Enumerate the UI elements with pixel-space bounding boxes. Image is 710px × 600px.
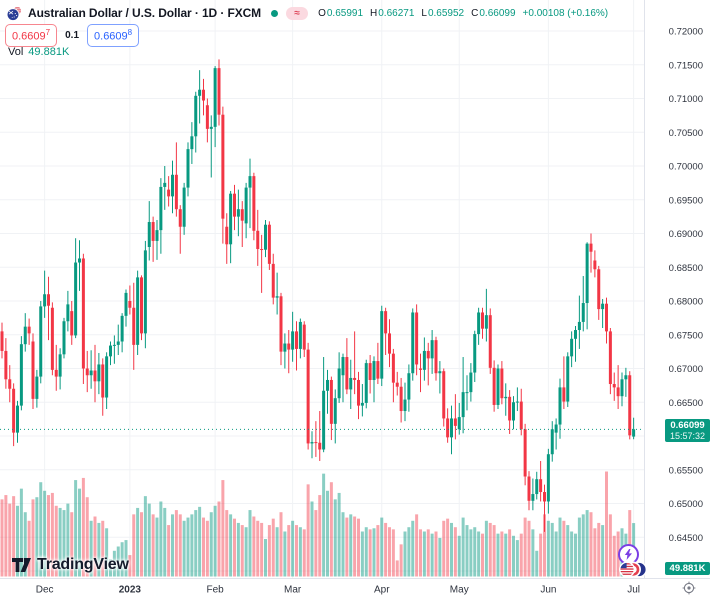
- volume-legend: Vol 49.881K: [8, 46, 69, 58]
- last-price-value: 0.66099: [670, 420, 705, 432]
- svg-text:Mar: Mar: [284, 585, 302, 596]
- svg-text:0.67500: 0.67500: [669, 330, 703, 341]
- open-value: 0.65991: [326, 7, 364, 19]
- svg-text:2023: 2023: [119, 585, 142, 596]
- market-open-dot-icon[interactable]: [271, 9, 279, 17]
- pair-flag-icon: [6, 6, 22, 21]
- low-value: 0.65952: [427, 7, 465, 19]
- candles-layer: [0, 59, 636, 532]
- ohlc-readout: O0.65991 H0.66271 L0.65952 C0.66099 +0.0…: [318, 7, 609, 19]
- svg-text:0.68500: 0.68500: [669, 263, 703, 274]
- gear-icon[interactable]: [682, 581, 696, 595]
- price-axis[interactable]: [645, 0, 710, 578]
- buy-button[interactable]: 0.66098: [87, 24, 140, 47]
- sell-button[interactable]: 0.66097: [5, 24, 58, 47]
- tradingview-logo[interactable]: TradingView: [12, 556, 129, 574]
- bar-countdown: 15:57:32: [669, 431, 706, 442]
- svg-text:0.69000: 0.69000: [669, 229, 703, 240]
- brand-text: TradingView: [37, 556, 129, 573]
- country-flags-icon: [618, 561, 648, 582]
- svg-text:0.68000: 0.68000: [669, 297, 703, 308]
- svg-text:0.71500: 0.71500: [669, 60, 703, 71]
- change-value: +0.00108 (+0.16%): [522, 7, 609, 19]
- svg-text:0.65500: 0.65500: [669, 465, 703, 476]
- volume-value: 49.881K: [28, 46, 70, 58]
- volume-label: Vol: [8, 46, 24, 58]
- svg-text:0.64500: 0.64500: [669, 533, 703, 544]
- svg-text:0.65000: 0.65000: [669, 499, 703, 510]
- svg-text:0.70500: 0.70500: [669, 128, 703, 139]
- instant-trading-button[interactable]: [618, 544, 639, 565]
- spread-value: 0.1: [65, 29, 80, 41]
- trade-panel: 0.66097 0.1 0.66098: [5, 24, 140, 47]
- svg-text:0.67000: 0.67000: [669, 364, 703, 375]
- svg-text:Feb: Feb: [207, 585, 225, 596]
- svg-text:May: May: [450, 585, 469, 596]
- close-value: 0.66099: [479, 7, 516, 19]
- svg-text:Dec: Dec: [36, 585, 54, 596]
- svg-text:0.70000: 0.70000: [669, 162, 703, 173]
- economic-calendar-button[interactable]: [618, 561, 648, 578]
- svg-text:0.66500: 0.66500: [669, 398, 703, 409]
- svg-text:0.71000: 0.71000: [669, 94, 703, 105]
- delayed-data-icon[interactable]: ≈: [286, 6, 309, 20]
- time-axis[interactable]: [0, 578, 710, 600]
- svg-text:Jul: Jul: [627, 585, 640, 596]
- svg-text:0.72000: 0.72000: [669, 27, 703, 38]
- svg-text:0.69500: 0.69500: [669, 195, 703, 206]
- svg-text:Jun: Jun: [540, 585, 556, 596]
- lightning-bolt-icon: [624, 549, 633, 560]
- svg-text:Apr: Apr: [374, 585, 390, 596]
- high-value: 0.66271: [378, 7, 415, 19]
- last-price-label: 0.66099 15:57:32: [665, 419, 710, 443]
- volume-axis-label: 49.881K: [665, 562, 710, 575]
- volume-layer: [0, 471, 636, 577]
- symbol-legend: Australian Dollar / U.S. Dollar · 1D · F…: [6, 5, 609, 21]
- tradingview-mark-icon: [12, 558, 31, 572]
- symbol-title[interactable]: Australian Dollar / U.S. Dollar · 1D · F…: [28, 6, 262, 20]
